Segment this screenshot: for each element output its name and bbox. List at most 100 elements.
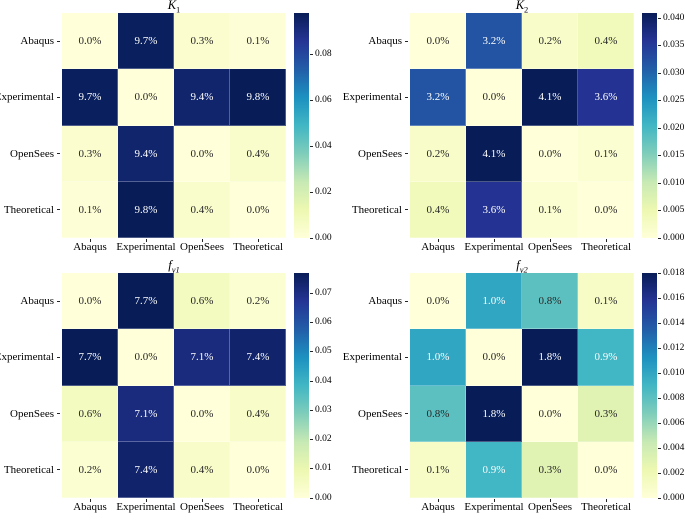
y-axis-label: OpenSees bbox=[10, 147, 54, 160]
x-axis-tick bbox=[549, 238, 551, 242]
colorbar-tick bbox=[658, 272, 661, 274]
heatmap-cell: 0.2% bbox=[522, 13, 578, 70]
subplot-title: fy2 bbox=[516, 258, 528, 275]
heatmap-cell: 3.6% bbox=[466, 181, 522, 238]
colorbar-tick bbox=[658, 72, 661, 74]
heatmap-cell: 0.1% bbox=[230, 13, 286, 70]
colorbar-tick-label: 0.004 bbox=[663, 442, 685, 453]
heatmap-cell: 0.0% bbox=[410, 273, 466, 330]
y-axis-tick bbox=[57, 356, 60, 358]
heatmap-cell: 0.3% bbox=[578, 385, 634, 442]
y-axis-label: Theoretical bbox=[3, 203, 54, 216]
colorbar-tick-label: 0.016 bbox=[663, 292, 685, 303]
y-axis-label: Experimental bbox=[0, 351, 54, 364]
colorbar-tick bbox=[310, 292, 313, 294]
heatmap-cell: 0.3% bbox=[522, 441, 578, 498]
colorbar-tick-label: 0.04 bbox=[315, 140, 332, 151]
heatmap-cell: 7.1% bbox=[118, 385, 174, 442]
heatmap-cell: 0.1% bbox=[62, 181, 118, 238]
colorbar-tick-label: 0.008 bbox=[663, 392, 685, 403]
x-axis-tick bbox=[89, 238, 91, 242]
y-axis-label: OpenSees bbox=[358, 147, 402, 160]
colorbar-tick bbox=[658, 297, 661, 299]
heatmap-cell: 0.0% bbox=[118, 329, 174, 386]
heatmap-cell: 0.4% bbox=[578, 13, 634, 70]
colorbar-tick-label: 0.040 bbox=[663, 12, 685, 23]
heatmap-cell: 7.7% bbox=[62, 329, 118, 386]
y-axis-tick bbox=[57, 153, 60, 155]
x-axis-tick bbox=[201, 238, 203, 242]
colorbar-tick-label: 0.03 bbox=[315, 404, 332, 415]
colorbar-tick bbox=[658, 45, 661, 47]
colorbar-tick bbox=[310, 322, 313, 324]
colorbar-tick bbox=[658, 447, 661, 449]
colorbar-tick-label: 0.030 bbox=[663, 67, 685, 78]
colorbar-tick-label: 0.000 bbox=[663, 232, 685, 243]
x-axis-label: Experimental bbox=[464, 241, 524, 253]
colorbar-tick-label: 0.06 bbox=[315, 317, 332, 328]
heatmap-cell: 0.3% bbox=[174, 13, 230, 70]
heatmap-cell: 0.2% bbox=[410, 125, 466, 182]
heatmap-cell: 0.0% bbox=[230, 181, 286, 238]
x-axis-label: Experimental bbox=[116, 241, 176, 253]
y-axis-label: Abaqus bbox=[20, 295, 54, 308]
colorbar-tick-label: 0.035 bbox=[663, 40, 685, 51]
x-axis-tick bbox=[145, 238, 147, 242]
colorbar-tick bbox=[658, 127, 661, 129]
x-axis-tick bbox=[605, 498, 607, 502]
colorbar-tick bbox=[658, 347, 661, 349]
heatmap-cell: 0.6% bbox=[174, 273, 230, 330]
y-axis-tick bbox=[405, 356, 408, 358]
heatmap-cell: 9.7% bbox=[118, 13, 174, 70]
y-axis-tick bbox=[405, 153, 408, 155]
colorbar-tick-label: 0.07 bbox=[315, 287, 332, 298]
heatmap-cell: 0.0% bbox=[62, 273, 118, 330]
heatmap-cell: 0.0% bbox=[62, 13, 118, 70]
colorbar-tick-label: 0.015 bbox=[663, 150, 685, 161]
heatmap-cell: 4.1% bbox=[466, 125, 522, 182]
heatmap-cell: 7.4% bbox=[230, 329, 286, 386]
colorbar-tick-label: 0.00 bbox=[315, 232, 332, 243]
colorbar-tick bbox=[310, 468, 313, 470]
heatmap-cell: 0.8% bbox=[522, 273, 578, 330]
x-axis-label: Abaqus bbox=[421, 241, 455, 253]
x-axis-label: Experimental bbox=[116, 501, 176, 513]
heatmap-cell: 1.0% bbox=[466, 273, 522, 330]
y-axis-tick bbox=[405, 469, 408, 471]
heatmap-cell: 3.2% bbox=[466, 13, 522, 70]
colorbar-tick-label: 0.006 bbox=[663, 417, 685, 428]
colorbar-tick bbox=[658, 17, 661, 19]
heatmap-cell: 0.6% bbox=[62, 385, 118, 442]
colorbar bbox=[294, 273, 309, 498]
colorbar-tick bbox=[310, 497, 313, 499]
y-axis-tick bbox=[405, 40, 408, 42]
colorbar bbox=[642, 13, 657, 238]
heatmap-cell: 0.0% bbox=[466, 69, 522, 126]
colorbar-tick bbox=[658, 182, 661, 184]
colorbar-tick bbox=[658, 422, 661, 424]
colorbar-tick-label: 0.04 bbox=[315, 375, 332, 386]
colorbar-tick-label: 0.01 bbox=[315, 463, 332, 474]
heatmap-cell: 9.4% bbox=[118, 125, 174, 182]
y-axis-tick bbox=[405, 300, 408, 302]
heatmap-cell: 1.8% bbox=[466, 385, 522, 442]
heatmap-cell: 0.0% bbox=[578, 441, 634, 498]
colorbar bbox=[294, 13, 309, 238]
colorbar-tick bbox=[658, 100, 661, 102]
y-axis-label: Theoretical bbox=[3, 463, 54, 476]
colorbar-tick-label: 0.000 bbox=[663, 492, 685, 503]
colorbar-tick-label: 0.06 bbox=[315, 94, 332, 105]
y-axis-label: Theoretical bbox=[351, 463, 402, 476]
heatmap-cell: 0.1% bbox=[522, 181, 578, 238]
x-axis-tick bbox=[201, 498, 203, 502]
x-axis-tick bbox=[145, 498, 147, 502]
colorbar-tick bbox=[310, 191, 313, 193]
heatmap-cell: 0.1% bbox=[578, 273, 634, 330]
x-axis-label: Theoretical bbox=[232, 501, 284, 513]
colorbar-tick-label: 0.010 bbox=[663, 177, 685, 188]
heatmap-cell: 7.4% bbox=[118, 441, 174, 498]
heatmap-cell: 0.4% bbox=[230, 385, 286, 442]
heatmap-cell: 0.0% bbox=[522, 125, 578, 182]
